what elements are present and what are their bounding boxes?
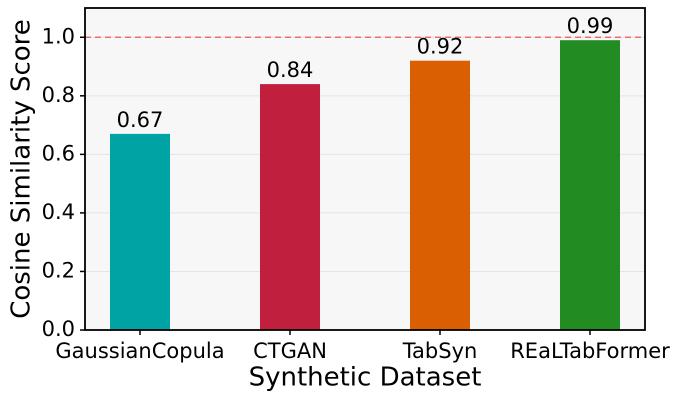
bar	[410, 60, 470, 330]
x-tick-label: GaussianCopula	[55, 339, 224, 363]
bar	[560, 40, 620, 330]
value-label: 0.99	[567, 14, 614, 38]
y-tick-label: 0.8	[42, 83, 75, 107]
y-tick-label: 0.4	[42, 200, 75, 224]
y-tick-label: 1.0	[42, 24, 75, 48]
x-tick-label: TabSyn	[402, 339, 478, 363]
value-label: 0.67	[117, 108, 164, 132]
y-axis-label: Cosine Similarity Score	[7, 19, 37, 319]
plot-area	[85, 8, 645, 330]
value-label: 0.92	[417, 35, 464, 59]
x-tick-label: CTGAN	[253, 339, 327, 363]
plot-frame	[84, 7, 646, 331]
y-tick-label: 0.6	[42, 141, 75, 165]
x-axis-label: Synthetic Dataset	[249, 363, 482, 393]
y-tick-label: 0.0	[42, 317, 75, 341]
value-label: 0.84	[267, 58, 314, 82]
y-tick-label: 0.2	[42, 258, 75, 282]
bar	[260, 84, 320, 330]
x-tick-label: REaLTabFormer	[510, 339, 670, 363]
bar	[110, 133, 170, 330]
